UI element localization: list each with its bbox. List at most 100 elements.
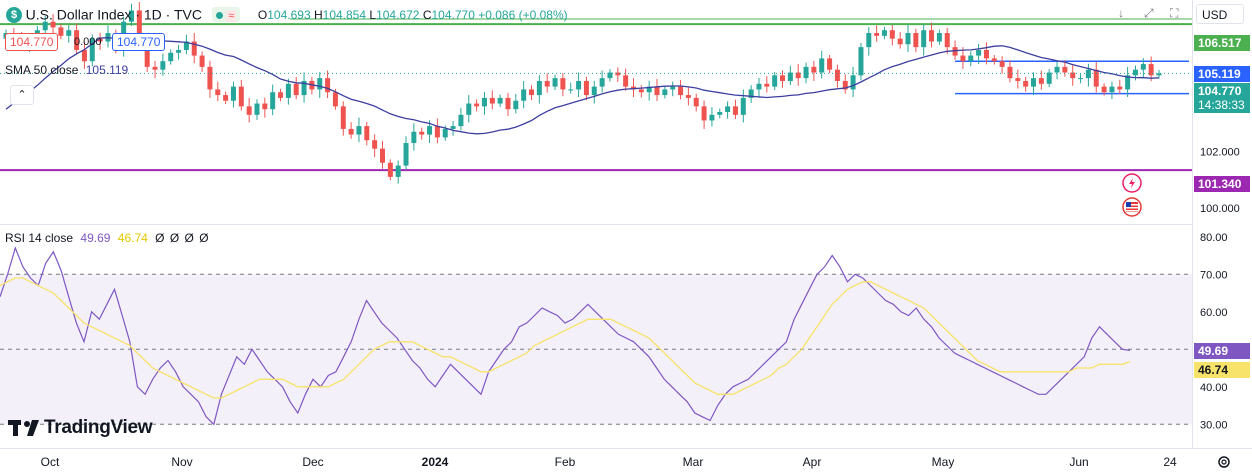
candle-body[interactable] [152, 66, 158, 70]
candle-body[interactable] [136, 10, 142, 42]
candle-body[interactable] [568, 89, 574, 91]
candle-body[interactable] [278, 92, 284, 98]
chart-title[interactable]: U.S. Dollar Index · 1D · TVC [25, 6, 202, 23]
candle-body[interactable] [827, 58, 833, 70]
candle-body[interactable] [905, 33, 911, 45]
candle-body[interactable] [536, 80, 542, 96]
candle-body[interactable] [301, 80, 307, 96]
candle-body[interactable] [944, 33, 950, 48]
candle-body[interactable] [881, 30, 887, 36]
candle-body[interactable] [748, 89, 754, 98]
candle-body[interactable] [529, 89, 535, 96]
candle-body[interactable] [819, 58, 825, 73]
candle-body[interactable] [176, 49, 182, 53]
candle-body[interactable] [1038, 78, 1044, 84]
candle-body[interactable] [1031, 78, 1037, 87]
candle-body[interactable] [1046, 72, 1052, 84]
candle-body[interactable] [725, 106, 731, 112]
candle-body[interactable] [1007, 66, 1013, 79]
candle-body[interactable] [693, 97, 699, 107]
candle-body[interactable] [991, 58, 997, 62]
candle-body[interactable] [450, 126, 456, 129]
candle-body[interactable] [254, 103, 260, 115]
candle-body[interactable] [372, 140, 378, 149]
candle-body[interactable] [230, 86, 236, 101]
candle-body[interactable] [199, 55, 205, 67]
candle-body[interactable] [262, 103, 268, 110]
candle-body[interactable] [874, 33, 880, 36]
candle-body[interactable] [866, 33, 872, 48]
candle-body[interactable] [544, 80, 550, 87]
candle-body[interactable] [474, 103, 480, 107]
candle-body[interactable] [858, 47, 864, 76]
candle-body[interactable] [952, 47, 958, 56]
candle-body[interactable] [685, 95, 691, 98]
candle-body[interactable] [191, 41, 197, 56]
candle-body[interactable] [128, 10, 134, 22]
candle-body[interactable] [1117, 86, 1123, 90]
candle-body[interactable] [976, 49, 982, 56]
candle-body[interactable] [732, 106, 738, 115]
time-tick-label[interactable]: Oct [41, 455, 60, 469]
rsi-tick-label[interactable]: 30.00 [1200, 419, 1228, 431]
candle-body[interactable] [285, 83, 291, 98]
buy-button[interactable]: 104.770 [112, 33, 166, 51]
candle-body[interactable] [764, 83, 770, 87]
candle-body[interactable] [560, 78, 566, 90]
candle-body[interactable] [1101, 86, 1107, 93]
price-tick-label[interactable]: 102.000 [1200, 146, 1240, 158]
candle-body[interactable] [215, 89, 221, 96]
candle-body[interactable] [58, 27, 64, 36]
candle-body[interactable] [929, 30, 935, 42]
candle-body[interactable] [521, 89, 527, 101]
candle-body[interactable] [772, 75, 778, 87]
candle-body[interactable] [756, 83, 762, 90]
candle-body[interactable] [1062, 66, 1068, 73]
candle-body[interactable] [623, 75, 629, 87]
candle-body[interactable] [921, 30, 927, 48]
settings-gear-icon[interactable] [1218, 456, 1230, 468]
candle-body[interactable] [662, 89, 668, 96]
candle-body[interactable] [795, 72, 801, 79]
candle-body[interactable] [1093, 69, 1099, 87]
candle-body[interactable] [183, 41, 189, 50]
candle-body[interactable] [780, 75, 786, 81]
candle-body[interactable] [1085, 69, 1091, 79]
candle-body[interactable] [787, 72, 793, 81]
price-tick-label[interactable]: 100.000 [1200, 203, 1240, 215]
candle-body[interactable] [552, 78, 558, 87]
time-tick-label[interactable]: Dec [302, 455, 323, 469]
time-tick-label[interactable]: Jun [1069, 455, 1088, 469]
candle-body[interactable] [427, 126, 433, 135]
time-tick-label[interactable]: 24 [1163, 455, 1177, 469]
candle-body[interactable] [340, 106, 346, 129]
candle-body[interactable] [434, 126, 440, 138]
rsi-tick-label[interactable]: 70.00 [1200, 269, 1228, 281]
candle-body[interactable] [505, 97, 511, 110]
candle-body[interactable] [583, 80, 589, 96]
candle-body[interactable] [670, 86, 676, 90]
candle-body[interactable] [395, 165, 401, 177]
candle-body[interactable] [1015, 78, 1021, 81]
candle-body[interactable] [458, 114, 464, 127]
candle-body[interactable] [403, 143, 409, 166]
candle-body[interactable] [913, 33, 919, 48]
candle-body[interactable] [1078, 78, 1084, 80]
candle-body[interactable] [834, 69, 840, 81]
rsi-tick-label[interactable]: 40.00 [1200, 382, 1228, 394]
candle-body[interactable] [81, 49, 87, 62]
candle-body[interactable] [1132, 69, 1138, 76]
candle-body[interactable] [348, 128, 354, 135]
candle-body[interactable] [160, 61, 166, 70]
sma-line[interactable] [5, 35, 1160, 135]
candle-body[interactable] [481, 97, 487, 107]
candle-body[interactable] [442, 128, 448, 138]
candle-body[interactable] [207, 66, 213, 90]
candle-body[interactable] [317, 78, 323, 90]
rsi-chart[interactable] [0, 246, 1131, 426]
candle-body[interactable] [270, 92, 276, 110]
rsi-line[interactable] [0, 246, 1131, 426]
candle-body[interactable] [1140, 64, 1146, 70]
rsi-tick-label[interactable]: 60.00 [1200, 307, 1228, 319]
time-tick-label[interactable]: 2024 [422, 455, 449, 469]
